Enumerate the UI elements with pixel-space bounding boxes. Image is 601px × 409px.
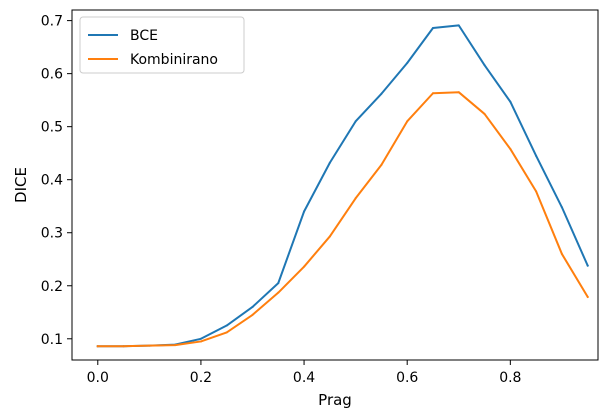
data-point-kombinirano (431, 92, 434, 95)
data-point-kombinirano (328, 235, 331, 238)
data-point-kombinirano (122, 345, 125, 348)
data-point-bce (586, 264, 589, 267)
x-axis-label: Prag (318, 391, 352, 409)
legend: BCE Kombinirano (79, 16, 245, 74)
data-point-bce (380, 92, 383, 95)
data-point-kombinirano (199, 340, 202, 343)
x-tick-label: 0.4 (293, 370, 315, 386)
data-point-kombinirano (406, 120, 409, 123)
data-point-kombinirano (225, 331, 228, 334)
data-point-kombinirano (354, 197, 357, 200)
data-point-kombinirano (148, 344, 151, 347)
data-point-bce (225, 324, 228, 327)
data-point-kombinirano (586, 295, 589, 298)
data-point-bce (251, 305, 254, 308)
series-line-kombinirano (96, 91, 590, 348)
legend-label: Kombinirano (130, 52, 218, 68)
axes: 0.0 0.2 0.4 0.6 0.8 0.1 0.2 0.3 0.4 0.5 0.6 0.7 Prag… (12, 9, 599, 409)
data-point-kombinirano (560, 252, 563, 255)
data-point-kombinirano (174, 344, 177, 347)
y-tick-label: 0.7 (41, 14, 63, 30)
y-tick-label: 0.5 (41, 120, 63, 136)
data-point-bce (535, 154, 538, 157)
data-point-bce (431, 27, 434, 30)
data-point-bce (354, 120, 357, 123)
data-point-bce (406, 62, 409, 65)
data-point-bce (509, 100, 512, 103)
data-point-bce (303, 210, 306, 213)
data-point-kombinirano (535, 190, 538, 193)
data-point-kombinirano (509, 147, 512, 150)
legend-label: BCE (130, 28, 158, 44)
x-tick-label: 0.2 (190, 370, 212, 386)
data-point-bce (457, 24, 460, 27)
series-line-bce (96, 24, 590, 348)
data-point-bce (199, 337, 202, 340)
data-point-kombinirano (251, 313, 254, 316)
y-axis-label: DICE (12, 167, 30, 203)
series-kombinirano (96, 91, 590, 348)
data-point-bce (483, 64, 486, 67)
data-point-bce (328, 161, 331, 164)
data-point-bce (277, 282, 280, 285)
x-tick-label: 0.6 (396, 370, 418, 386)
x-tick-label: 0.8 (499, 370, 521, 386)
legend-box (79, 16, 245, 74)
data-point-kombinirano (457, 91, 460, 94)
y-tick-label: 0.6 (41, 67, 63, 83)
data-point-kombinirano (483, 112, 486, 115)
y-tick-label: 0.4 (41, 173, 63, 189)
series-group (96, 24, 590, 348)
data-point-bce (560, 206, 563, 209)
y-tick-label: 0.3 (41, 226, 63, 242)
x-tick-label: 0.0 (87, 370, 109, 386)
data-point-kombinirano (277, 291, 280, 294)
plot-frame (71, 9, 599, 361)
data-point-kombinirano (303, 265, 306, 268)
data-point-kombinirano (380, 163, 383, 166)
y-tick-label: 0.1 (41, 332, 63, 348)
y-tick-label: 0.2 (41, 279, 63, 295)
data-point-kombinirano (96, 345, 99, 348)
